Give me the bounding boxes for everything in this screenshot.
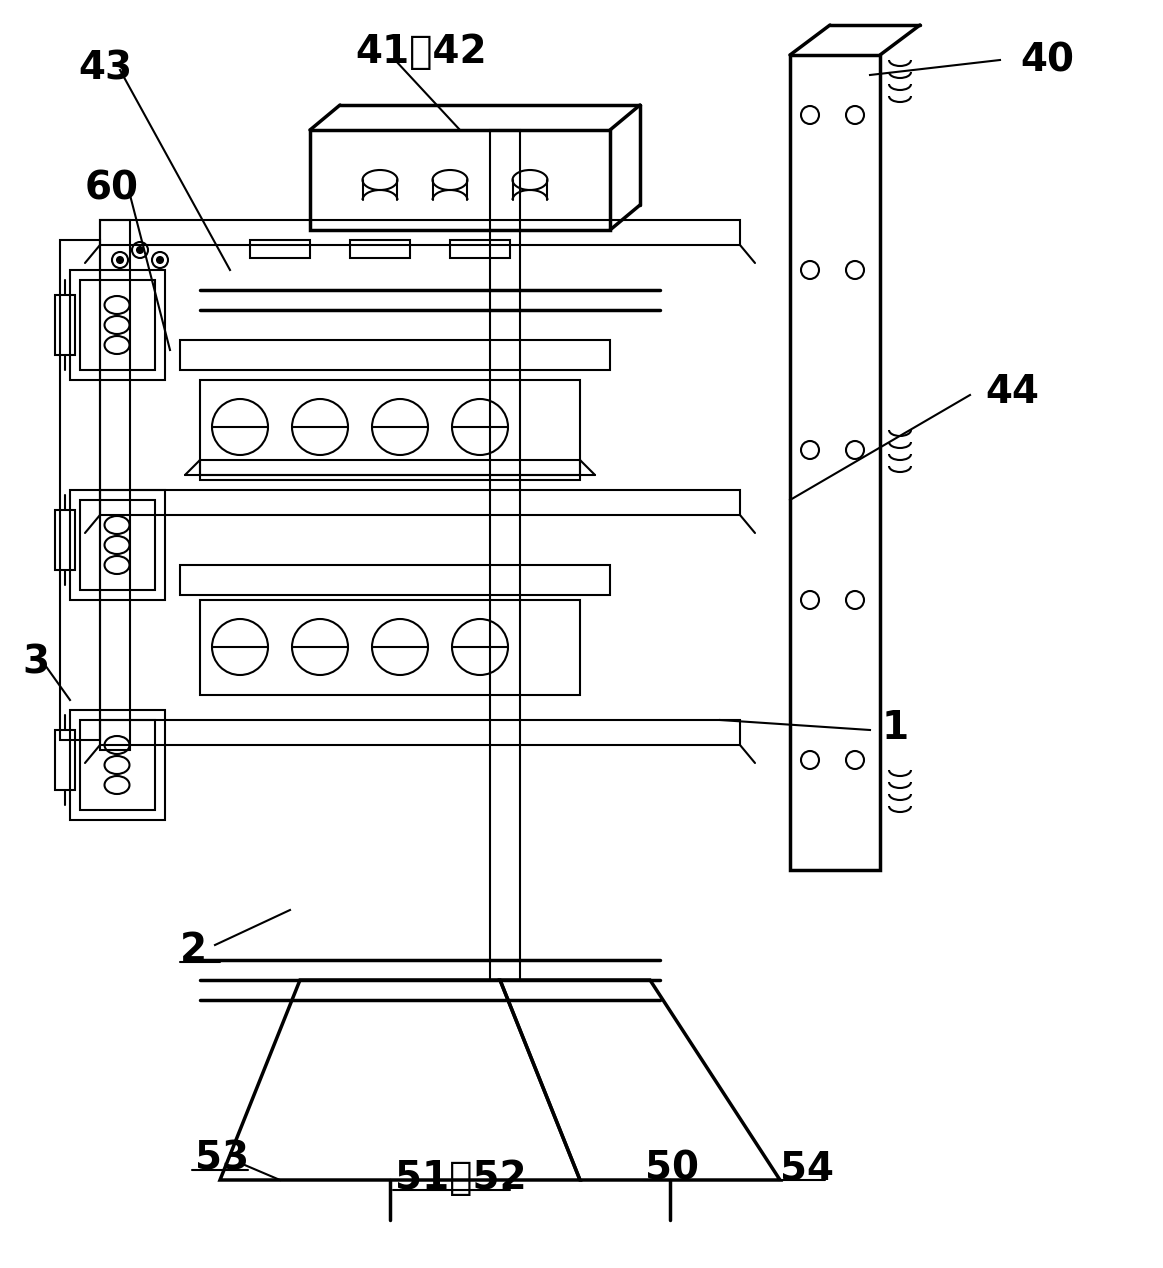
Text: 1: 1 [882,709,909,747]
Bar [350,240,411,257]
Bar [55,295,74,355]
Bar [70,270,165,380]
Bar [80,280,155,370]
Bar [250,240,311,257]
Bar [55,510,74,571]
Text: 60: 60 [85,169,140,207]
Bar [311,131,611,230]
Bar [70,489,165,600]
Bar [100,720,740,746]
Text: 54: 54 [780,1149,834,1187]
Bar [70,710,165,820]
Bar [200,600,580,695]
Bar [180,340,611,370]
Text: 51、52: 51、52 [395,1159,527,1197]
Circle shape [157,257,163,262]
Bar [60,240,100,741]
Bar [790,55,880,870]
Bar [55,730,74,790]
Text: 44: 44 [985,373,1039,411]
Text: 41、42: 41、42 [355,33,486,71]
Bar [180,566,611,595]
Circle shape [117,257,123,262]
Bar [200,460,580,481]
Bar [80,720,155,810]
Bar [450,240,511,257]
Text: 2: 2 [180,931,207,969]
Bar [200,380,580,476]
Bar [80,500,155,590]
Bar [100,221,740,245]
Circle shape [137,247,143,254]
Text: 50: 50 [645,1149,699,1187]
Text: 43: 43 [78,49,133,87]
Bar [100,489,740,515]
Bar [100,221,130,749]
Bar [490,131,520,980]
Text: 53: 53 [195,1139,249,1177]
Text: 3: 3 [22,644,49,682]
Text: 40: 40 [1020,41,1073,79]
